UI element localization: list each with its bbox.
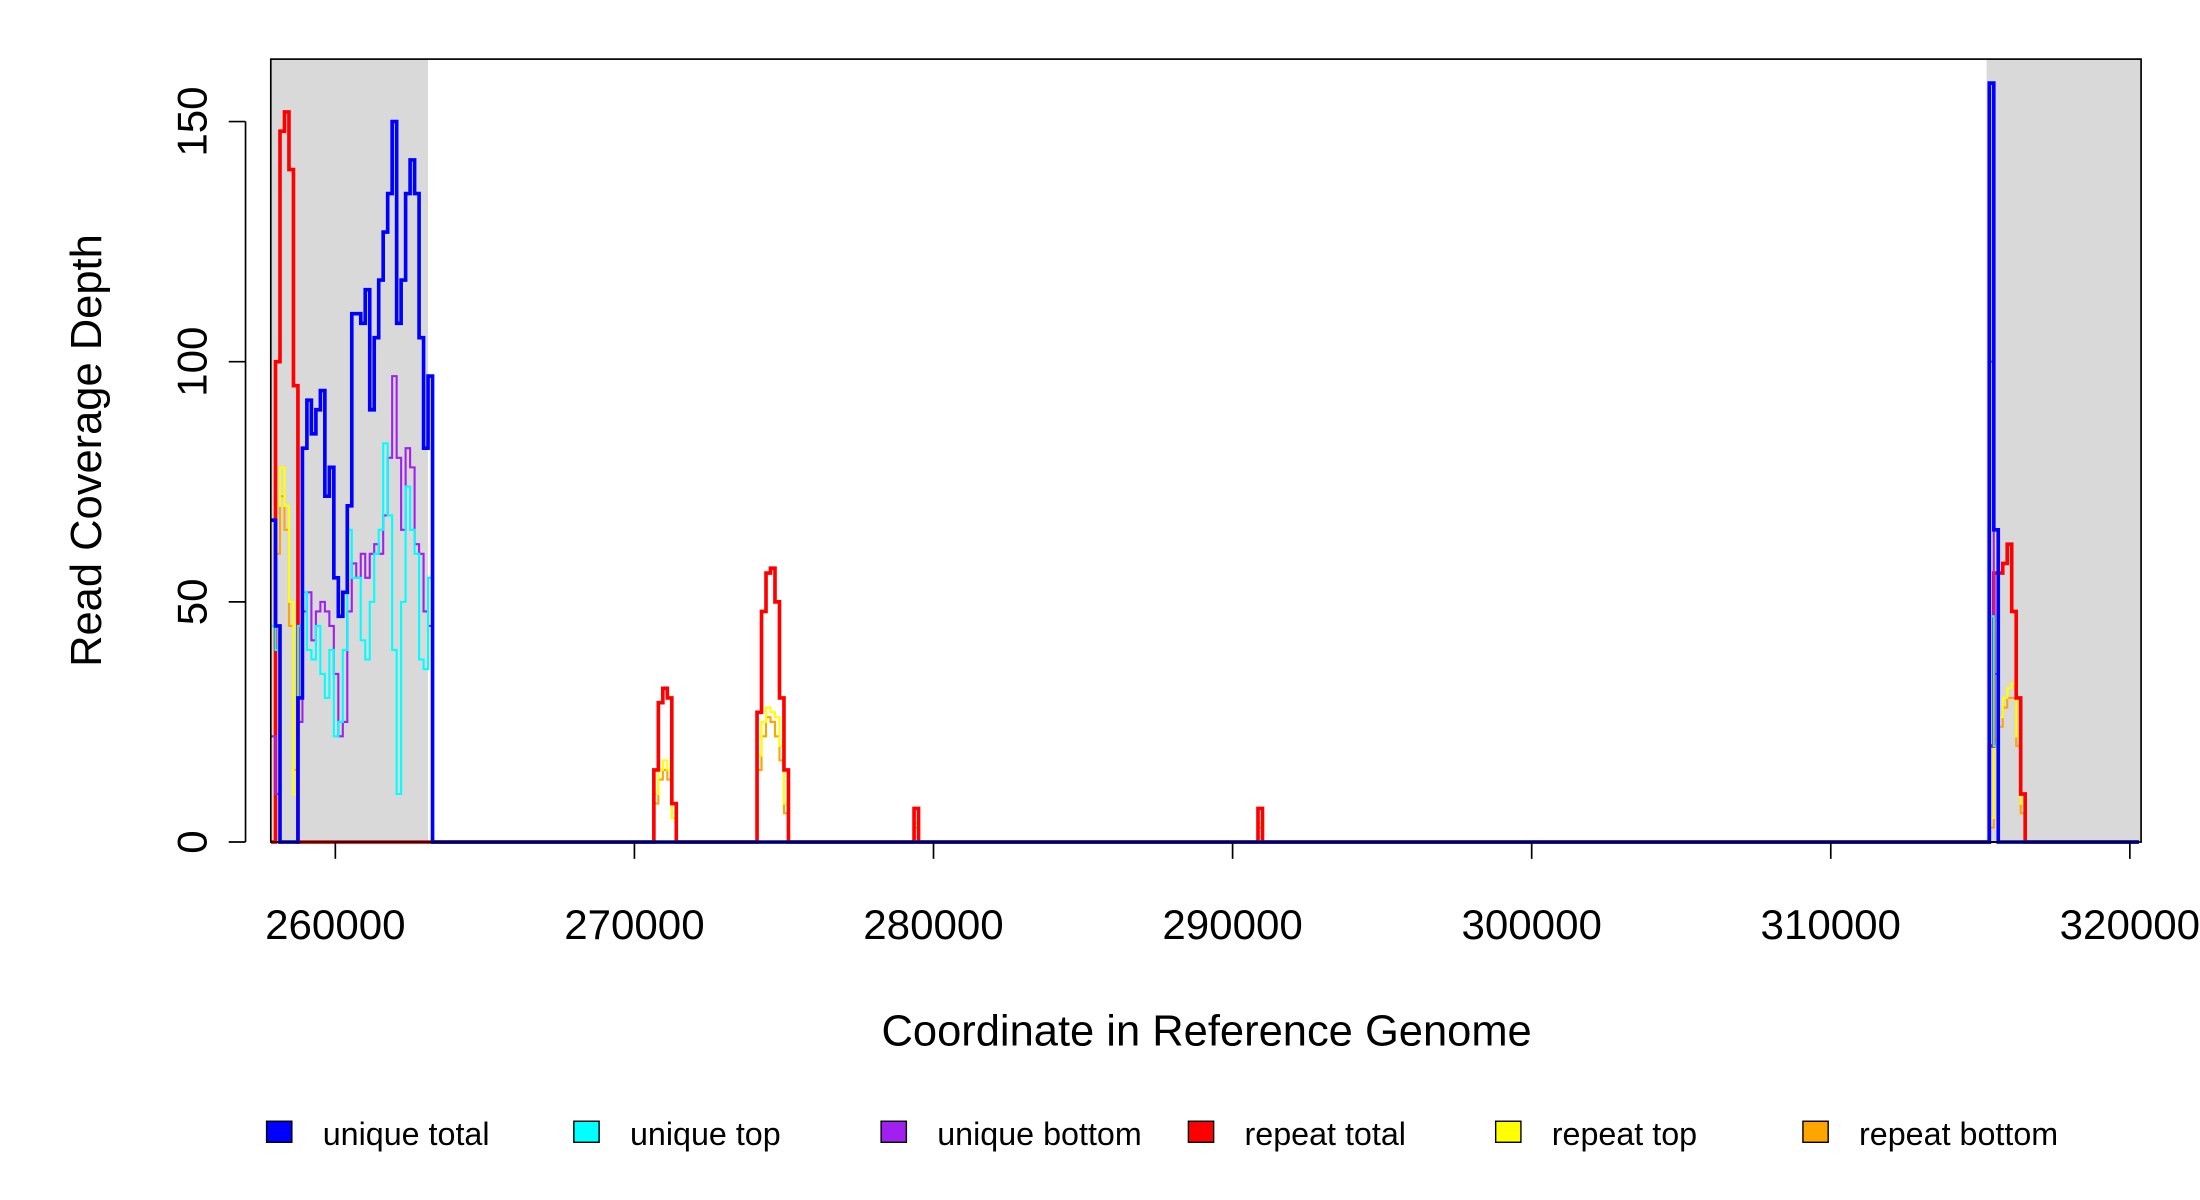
legend-label: unique bottom (937, 1116, 1142, 1152)
legend-label: repeat total (1245, 1116, 1406, 1152)
y-tick-label: 100 (168, 327, 215, 397)
x-tick-label: 290000 (1162, 901, 1302, 948)
x-tick-label: 320000 (2060, 901, 2200, 948)
legend-label: unique total (323, 1116, 490, 1152)
legend-label: repeat top (1552, 1116, 1697, 1152)
legend-swatch (1802, 1120, 1829, 1143)
axes-layer: 260000 270000 280000 290000 300000 310000 3200… (168, 58, 2200, 948)
legend-swatch (265, 1120, 293, 1143)
shaded-region (1986, 59, 2142, 843)
x-tick-label: 260000 (265, 901, 405, 948)
series-line (271, 360, 2139, 844)
y-tick-label: 50 (168, 578, 215, 625)
legend-label: repeat bottom (1859, 1116, 2058, 1152)
y-tick-label: 0 (168, 830, 215, 853)
shade-layer (270, 59, 2142, 843)
y-tick-label: 150 (168, 86, 215, 156)
x-tick-label: 270000 (564, 901, 704, 948)
lines-layer (271, 81, 2139, 844)
series-line (271, 110, 2139, 844)
series-line (271, 442, 2139, 844)
legend-label: unique top (630, 1116, 781, 1152)
plot-frame (269, 58, 2142, 843)
x-tick-label: 280000 (863, 901, 1003, 948)
series-line (271, 81, 2139, 844)
legend-swatch (1494, 1120, 1522, 1143)
legend-swatch (573, 1120, 600, 1143)
x-tick-label: 300000 (1461, 901, 1601, 948)
legend-swatch (1187, 1120, 1215, 1143)
y-axis-title: Read Coverage Depth (63, 234, 111, 667)
x-axis-title: Coordinate in Reference Genome (882, 1007, 1532, 1055)
legend-swatch (880, 1120, 908, 1143)
series-line (271, 466, 2139, 844)
x-tick-label: 310000 (1761, 901, 1901, 948)
legend: unique total unique top unique bottom repea… (265, 1116, 2058, 1152)
series-line (271, 495, 2139, 844)
